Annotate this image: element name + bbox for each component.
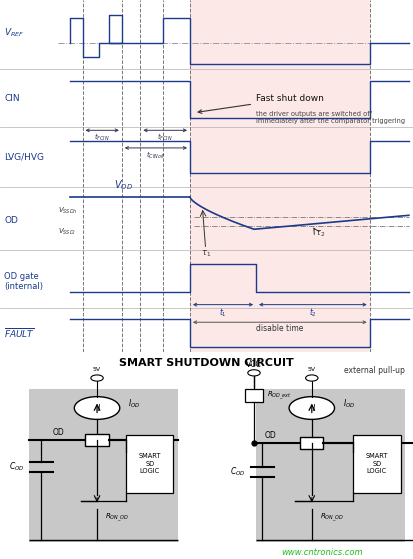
Text: $V_{SSDl}$: $V_{SSDl}$ <box>58 227 76 238</box>
Text: $C_{OD}$: $C_{OD}$ <box>9 461 25 473</box>
Text: the driver outputs are switched off
immediately after the comparator triggering: the driver outputs are switched off imme… <box>256 111 405 124</box>
Text: external pull-up: external pull-up <box>344 366 405 375</box>
Bar <box>353 435 401 493</box>
Text: I: I <box>98 404 100 413</box>
Text: SMART SHUTDOWN CIRCUIT: SMART SHUTDOWN CIRCUIT <box>119 358 294 368</box>
Bar <box>85 434 109 446</box>
Circle shape <box>306 375 318 381</box>
Text: www.cntronics.com: www.cntronics.com <box>281 548 363 557</box>
Circle shape <box>248 369 260 376</box>
Text: $V_{SSDh}$: $V_{SSDh}$ <box>58 206 77 216</box>
Text: 5V: 5V <box>308 367 316 372</box>
Text: 5V: 5V <box>93 367 101 372</box>
Text: Fast shut down: Fast shut down <box>198 94 324 113</box>
Circle shape <box>91 375 103 381</box>
Text: $\tau_2$: $\tau_2$ <box>315 229 325 239</box>
Text: $\overline{FAULT}$: $\overline{FAULT}$ <box>4 326 35 340</box>
Text: SMART
SD
LOGIC: SMART SD LOGIC <box>138 453 161 475</box>
Bar <box>190 0 370 352</box>
Text: OD: OD <box>265 431 277 440</box>
Text: $I_{OD}$: $I_{OD}$ <box>343 397 355 410</box>
Text: OD: OD <box>52 428 64 437</box>
Bar <box>126 435 173 493</box>
Text: SMART
SD
LOGIC: SMART SD LOGIC <box>366 453 388 475</box>
Bar <box>29 390 178 542</box>
Text: VCC: VCC <box>246 359 262 369</box>
Circle shape <box>74 397 120 419</box>
Text: $V_{OD}$: $V_{OD}$ <box>114 178 133 192</box>
Bar <box>300 437 323 449</box>
Text: $t_{CINoff}$: $t_{CINoff}$ <box>146 150 166 161</box>
Text: LVG/HVG: LVG/HVG <box>4 152 44 161</box>
Text: $\tau_1$: $\tau_1$ <box>202 248 211 259</box>
Text: $C_{OD}$: $C_{OD}$ <box>230 466 246 479</box>
Text: OD: OD <box>4 216 18 225</box>
Text: disable time: disable time <box>256 324 303 333</box>
Text: I: I <box>313 404 315 413</box>
Bar <box>256 390 405 542</box>
Text: $t_2$: $t_2$ <box>309 306 317 319</box>
Text: $I_{OD}$: $I_{OD}$ <box>128 397 140 410</box>
Text: $R_{ON\_OD}$: $R_{ON\_OD}$ <box>105 511 130 524</box>
Text: $t_{FCIN}$: $t_{FCIN}$ <box>157 132 173 143</box>
Text: $R_{OD\_ext}$: $R_{OD\_ext}$ <box>268 390 292 402</box>
Text: $t_1$: $t_1$ <box>219 306 227 319</box>
Text: OD gate
(internal): OD gate (internal) <box>4 272 43 291</box>
Text: $V_{REF}$: $V_{REF}$ <box>4 26 24 39</box>
Text: $t_{FCIN}$: $t_{FCIN}$ <box>95 132 110 143</box>
Text: CIN: CIN <box>4 94 20 103</box>
Circle shape <box>289 397 335 419</box>
Text: $R_{ON\_OD}$: $R_{ON\_OD}$ <box>320 511 344 524</box>
Bar <box>244 390 263 402</box>
